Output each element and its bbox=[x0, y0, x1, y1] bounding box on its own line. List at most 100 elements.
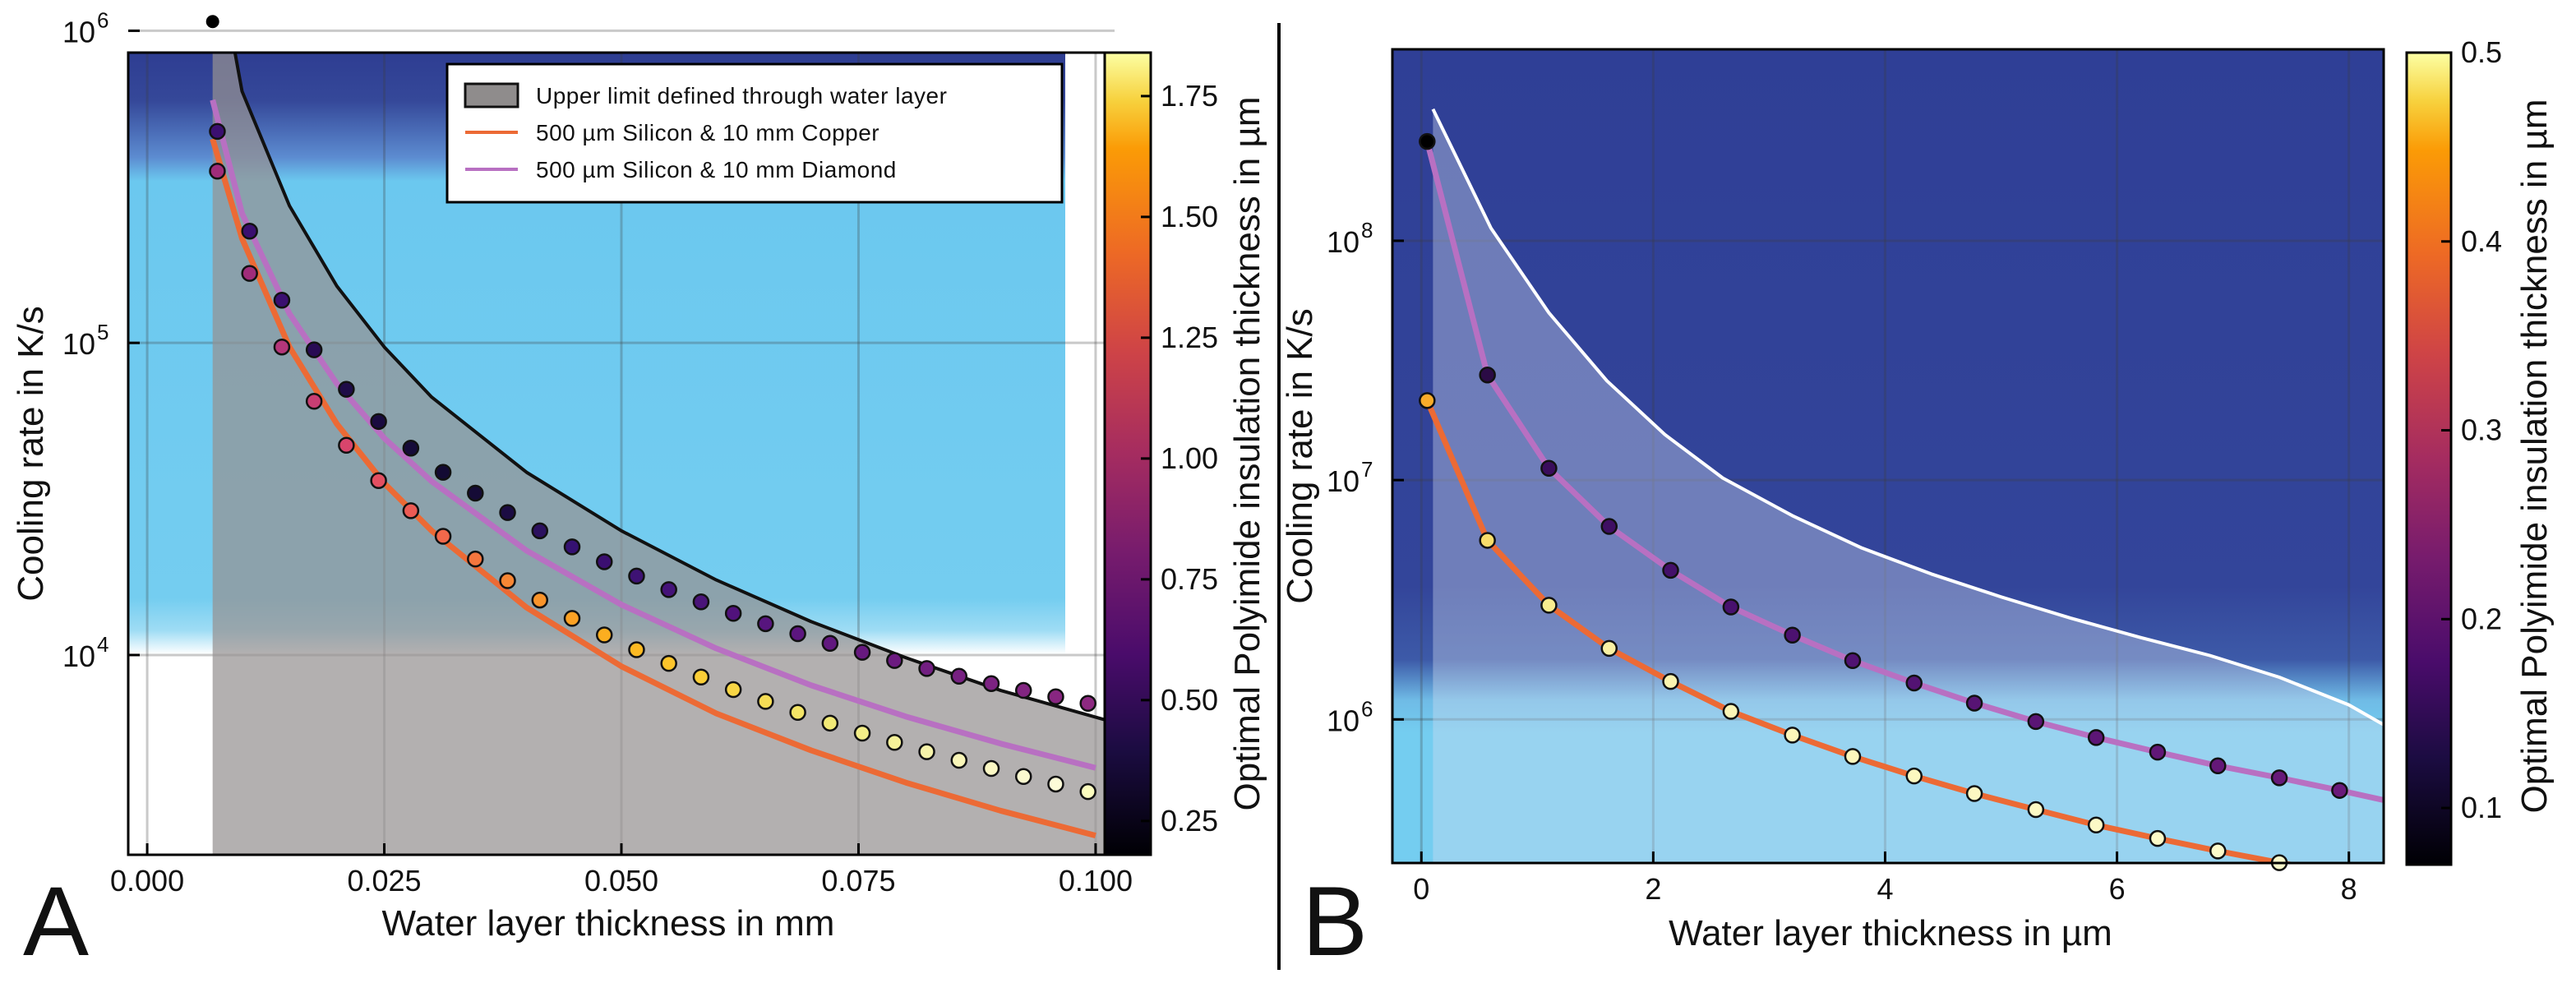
data-point bbox=[853, 644, 871, 661]
colorbar-tick-label: 0.3 bbox=[2461, 413, 2502, 447]
data-point bbox=[1662, 672, 1679, 690]
data-point bbox=[1419, 392, 1436, 409]
x-tick-label: 0.000 bbox=[110, 864, 184, 898]
data-point bbox=[724, 681, 742, 699]
data-point bbox=[402, 440, 420, 457]
data-point bbox=[434, 528, 452, 545]
data-point bbox=[467, 484, 484, 502]
colorbar-tick-label: 0.25 bbox=[1161, 804, 1218, 838]
data-point bbox=[853, 724, 871, 742]
data-point bbox=[241, 265, 258, 282]
data-point bbox=[1079, 695, 1096, 713]
data-point bbox=[1722, 598, 1740, 616]
y-tick-label: 10 bbox=[1327, 225, 1360, 259]
data-point bbox=[1905, 767, 1923, 785]
data-point bbox=[1047, 775, 1064, 793]
data-point bbox=[595, 553, 613, 570]
data-point bbox=[1047, 688, 1064, 705]
data-point bbox=[886, 652, 903, 669]
data-point bbox=[370, 472, 387, 490]
panel-b-markers bbox=[1419, 132, 2348, 871]
data-point bbox=[1479, 366, 1496, 384]
data-point bbox=[1014, 681, 1032, 699]
data-point bbox=[628, 641, 645, 658]
data-point bbox=[531, 522, 549, 540]
data-point bbox=[1014, 768, 1032, 786]
data-point bbox=[918, 743, 935, 760]
data-point bbox=[205, 15, 219, 29]
data-point bbox=[886, 733, 903, 751]
data-point bbox=[950, 751, 968, 769]
x-tick-label: 6 bbox=[2109, 872, 2126, 906]
data-point bbox=[1600, 518, 1618, 535]
data-point bbox=[1965, 695, 1983, 712]
panel-a-colorbar-ticks: 0.25 0.50 0.75 1.00 1.25 1.50 1.75 bbox=[1141, 79, 1218, 838]
y-tick-exponent: 6 bbox=[1361, 696, 1373, 721]
colorbar-tick-label: 1.25 bbox=[1161, 321, 1218, 354]
data-point bbox=[1662, 561, 1679, 579]
colorbar-tick-label: 1.75 bbox=[1161, 79, 1218, 113]
panel-b-y-axis-label: Cooling rate in K/s bbox=[1280, 308, 1320, 604]
data-point bbox=[982, 759, 1000, 778]
data-point bbox=[789, 625, 806, 643]
y-tick-label: 10 bbox=[62, 327, 95, 361]
panel-a-y-axis-label: Cooling rate in K/s bbox=[11, 306, 51, 602]
data-point bbox=[563, 610, 581, 627]
x-tick-label: 0.075 bbox=[821, 864, 895, 898]
legend-swatch-upper-limit bbox=[464, 82, 519, 108]
data-point bbox=[724, 604, 742, 622]
data-point bbox=[2270, 769, 2288, 787]
colorbar-tick-label: 0.75 bbox=[1161, 562, 1218, 596]
colorbar-tick-label: 1.50 bbox=[1161, 200, 1218, 233]
data-point bbox=[2087, 816, 2105, 834]
data-point bbox=[338, 381, 355, 398]
data-point bbox=[1844, 652, 1862, 670]
data-point bbox=[2027, 713, 2045, 731]
data-point bbox=[692, 668, 710, 686]
data-point bbox=[1079, 782, 1096, 801]
data-point bbox=[982, 675, 1000, 692]
data-point bbox=[209, 162, 226, 180]
y-tick-label: 10 bbox=[1327, 464, 1360, 498]
y-tick-exponent: 6 bbox=[97, 7, 108, 32]
y-tick-exponent: 5 bbox=[97, 320, 108, 344]
data-point bbox=[628, 567, 645, 585]
data-point bbox=[595, 626, 613, 644]
x-tick-label: 0.100 bbox=[1059, 864, 1133, 898]
data-point bbox=[950, 667, 968, 685]
data-point bbox=[2209, 757, 2227, 774]
y-tick-exponent: 8 bbox=[1361, 218, 1373, 242]
colorbar-tick-label: 0.50 bbox=[1161, 683, 1218, 717]
panel-a-colorbar: 0.25 0.50 0.75 1.00 1.25 1.50 1.75 Optimal Pol… bbox=[1103, 51, 1267, 856]
data-point bbox=[499, 572, 516, 589]
data-point bbox=[1784, 626, 1801, 644]
data-point bbox=[402, 502, 420, 519]
colorbar-tick-label: 0.1 bbox=[2461, 791, 2502, 824]
data-point bbox=[2209, 842, 2227, 860]
legend-label-upper-limit: Upper limit defined through water layer bbox=[536, 83, 947, 108]
data-point bbox=[2027, 801, 2045, 819]
x-tick-label: 8 bbox=[2341, 872, 2357, 906]
data-point bbox=[789, 704, 806, 721]
data-point bbox=[305, 341, 323, 358]
data-point bbox=[209, 122, 226, 141]
series-line-0 bbox=[233, 53, 1106, 722]
panel-b-colorbar-label: Optimal Polyimide insulation thickness i… bbox=[2514, 99, 2555, 813]
data-point bbox=[1905, 674, 1923, 692]
data-point bbox=[2087, 729, 2105, 746]
data-point bbox=[757, 693, 774, 710]
panel-b-colorbar-gradient bbox=[2405, 51, 2453, 866]
data-point bbox=[2149, 743, 2167, 761]
data-point bbox=[1479, 532, 1496, 549]
y-tick-label: 10 bbox=[62, 15, 95, 48]
series-line-2 bbox=[210, 99, 1096, 771]
data-point bbox=[563, 538, 581, 556]
panel-a-legend: Upper limit defined through water layer … bbox=[445, 62, 1064, 204]
data-point bbox=[660, 581, 677, 598]
data-point bbox=[821, 635, 839, 652]
panel-b-colorbar: 0.1 0.2 0.3 0.4 0.5 Optimal Polyimide insula… bbox=[2405, 35, 2555, 866]
data-point bbox=[2149, 829, 2167, 847]
